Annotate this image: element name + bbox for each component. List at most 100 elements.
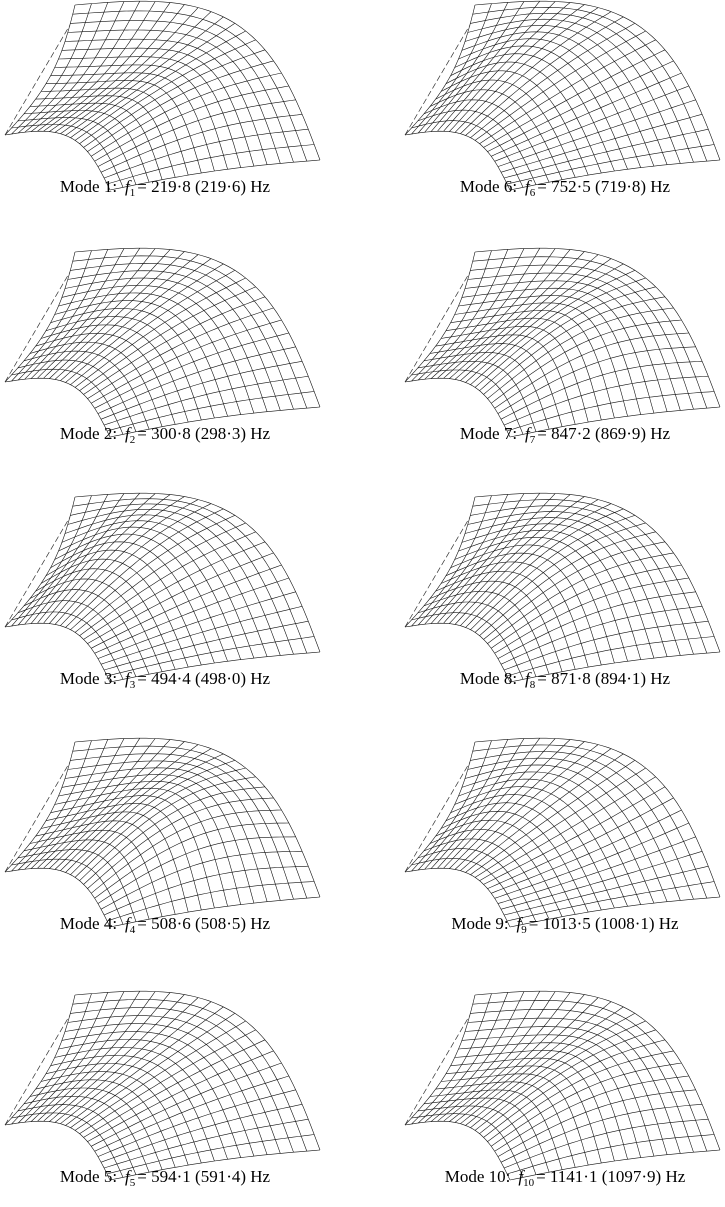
caption: Mode 6:f6= 752·5 (719·8) Hz xyxy=(460,177,671,199)
mesh-line xyxy=(425,739,524,870)
subscript: 1 xyxy=(130,187,136,199)
frequency: = 1141·1 (1097·9) Hz xyxy=(536,1167,686,1186)
mode-label: Mode 9: xyxy=(451,914,508,933)
panel: Mode 5:f5= 594·1 (591·4) Hz xyxy=(5,991,320,1189)
mesh-line xyxy=(504,376,708,425)
mesh-line xyxy=(91,73,281,156)
mesh-line xyxy=(104,866,308,915)
axis-line xyxy=(405,272,470,382)
mesh-line xyxy=(66,509,224,628)
mesh-line xyxy=(504,621,708,670)
mesh-line xyxy=(95,578,289,653)
mesh-line xyxy=(104,1119,308,1168)
axis-line xyxy=(405,25,470,135)
subscript: 4 xyxy=(130,924,136,936)
mesh-line xyxy=(62,775,254,904)
caption: Mode 2:f2= 300·8 (298·3) Hz xyxy=(60,424,271,446)
mesh-line xyxy=(465,25,667,164)
mesh-line xyxy=(46,550,201,665)
mesh-line xyxy=(425,494,524,625)
mesh-line xyxy=(5,497,75,627)
frequency: = 219·8 (219·6) Hz xyxy=(137,177,270,196)
mesh-line xyxy=(49,252,184,379)
axis-line xyxy=(405,762,470,872)
mesh-line xyxy=(104,129,308,178)
mesh-line xyxy=(491,810,681,893)
mesh-line xyxy=(30,1088,162,1170)
subscript: 9 xyxy=(521,924,527,936)
frequency: = 1013·5 (1008·1) Hz xyxy=(529,914,679,933)
mesh-line xyxy=(430,1090,562,1170)
mesh-line xyxy=(80,40,256,144)
mesh-line xyxy=(75,1,320,160)
mesh-line xyxy=(418,739,508,870)
mesh-line xyxy=(418,602,536,677)
mesh-line xyxy=(80,777,256,881)
mesh-line xyxy=(460,12,611,134)
mesh-line xyxy=(449,995,584,1122)
mesh-line xyxy=(41,1072,188,1166)
mesh-line xyxy=(459,39,641,168)
mesh-line xyxy=(73,11,307,161)
caption: Mode 7:f7= 847·2 (869·9) Hz xyxy=(460,424,671,446)
mesh-line xyxy=(451,1058,615,1161)
mesh-line xyxy=(424,100,549,182)
frequency: = 752·5 (719·8) Hz xyxy=(537,177,670,196)
figure: Mode 1:f1= 219·8 (219·6) Hz Mode 2:f2= 30… xyxy=(0,0,725,1207)
mesh-line xyxy=(468,758,681,900)
caption: Mode 10:f10= 1141·1 (1097·9) Hz xyxy=(445,1167,686,1189)
mesh-line xyxy=(5,995,75,1125)
mesh-line xyxy=(436,1082,576,1168)
mesh-line xyxy=(480,532,656,636)
mesh-line xyxy=(75,768,246,877)
mesh-line xyxy=(70,1008,293,1153)
mesh-line xyxy=(18,601,136,677)
mesh-line xyxy=(501,1104,702,1162)
mesh-line xyxy=(80,1030,256,1134)
mesh-line xyxy=(495,1076,689,1151)
mesh-line xyxy=(501,606,702,664)
frequency: = 508·6 (508·5) Hz xyxy=(137,914,270,933)
mesh-line xyxy=(475,991,720,1150)
mesh-line xyxy=(66,1007,224,1126)
mesh-line xyxy=(462,524,654,658)
mesh-line xyxy=(449,5,584,132)
frequency: = 847·2 (869·9) Hz xyxy=(537,424,670,443)
mesh-line xyxy=(462,288,654,413)
mode-label: Mode 5: xyxy=(60,1167,117,1186)
mode-label: Mode 6: xyxy=(460,177,517,196)
mesh-line xyxy=(498,837,696,904)
mesh-line xyxy=(73,499,307,653)
mesh-line xyxy=(49,995,184,1122)
mesh-line xyxy=(491,1063,681,1146)
mesh-line xyxy=(62,48,254,166)
mesh-line xyxy=(98,837,296,904)
mesh-line xyxy=(88,1051,274,1142)
mesh-line xyxy=(41,559,188,667)
mesh-line xyxy=(5,742,75,872)
mesh-line xyxy=(418,110,536,185)
caption: Mode 8:f8= 871·8 (894·1) Hz xyxy=(460,669,671,691)
mesh-line xyxy=(491,73,681,156)
subscript: 5 xyxy=(130,1177,136,1189)
subscript: 7 xyxy=(530,434,536,446)
mesh-line xyxy=(75,278,246,387)
mesh-line xyxy=(36,96,176,178)
mesh-line xyxy=(101,1104,302,1162)
mesh-line xyxy=(62,285,254,413)
mesh-line xyxy=(60,1002,211,1124)
mesh-line xyxy=(104,621,308,670)
panel: Mode 1:f1= 219·8 (219·6) Hz xyxy=(5,1,320,199)
mesh-line xyxy=(451,310,615,418)
mesh-line xyxy=(68,271,281,411)
mesh-line xyxy=(84,297,265,395)
caption: Mode 9:f9= 1013·5 (1008·1) Hz xyxy=(451,914,679,936)
mode-label: Mode 1: xyxy=(60,177,117,196)
panel: Mode 4:f4= 508·6 (508·5) Hz xyxy=(5,738,320,936)
mesh-line xyxy=(24,111,149,183)
mesh-line xyxy=(451,795,615,909)
mode-label: Mode 3: xyxy=(60,669,117,688)
frequency: = 594·1 (591·4) Hz xyxy=(137,1167,270,1186)
mesh-line xyxy=(405,252,475,382)
mesh-line xyxy=(44,993,171,1122)
